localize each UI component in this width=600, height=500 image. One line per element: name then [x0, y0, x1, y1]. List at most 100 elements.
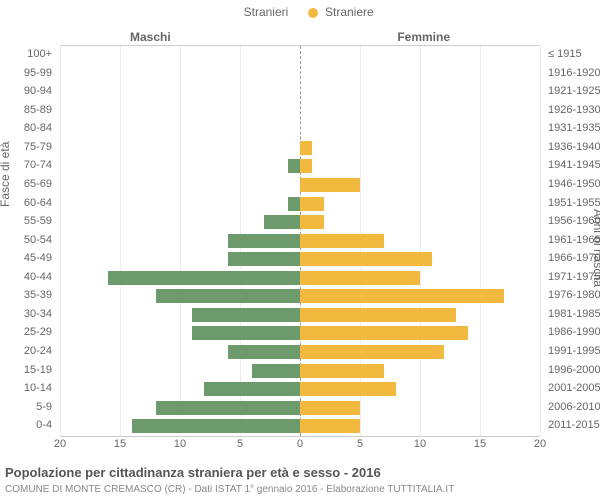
age-label: 70-74 — [2, 159, 52, 171]
birth-label: 1931-1935 — [548, 122, 600, 134]
pyramid-row: 45-491966-1970 — [60, 250, 540, 269]
male-bar — [264, 215, 300, 229]
female-half: 1931-1935 — [300, 120, 540, 139]
female-bar — [300, 271, 420, 285]
birth-label: 1926-1930 — [548, 104, 600, 116]
legend: Stranieri Straniere — [0, 5, 600, 19]
x-tick: 5 — [357, 438, 363, 450]
birth-label: 1991-1995 — [548, 345, 600, 357]
female-half: 1951-1955 — [300, 195, 540, 214]
age-label: 50-54 — [2, 234, 52, 246]
female-bar — [300, 252, 432, 266]
pyramid-row: 5-92006-2010 — [60, 399, 540, 418]
male-half: 55-59 — [60, 213, 300, 232]
male-bar — [228, 345, 300, 359]
male-half: 50-54 — [60, 232, 300, 251]
female-half: 1981-1985 — [300, 306, 540, 325]
legend-female-label: Straniere — [325, 5, 374, 19]
female-half: 1921-1925 — [300, 83, 540, 102]
age-label: 10-14 — [2, 382, 52, 394]
chart-subtitle: COMUNE DI MONTE CREMASCO (CR) - Dati IST… — [5, 484, 454, 495]
female-bar — [300, 289, 504, 303]
female-half: 2001-2005 — [300, 380, 540, 399]
pyramid-row: 10-142001-2005 — [60, 380, 540, 399]
male-bar — [156, 401, 300, 415]
pyramid-row: 20-241991-1995 — [60, 343, 540, 362]
male-bar — [132, 419, 300, 433]
age-label: 60-64 — [2, 197, 52, 209]
age-label: 0-4 — [2, 419, 52, 431]
female-bar — [300, 141, 312, 155]
male-bar — [192, 308, 300, 322]
birth-label: 1981-1985 — [548, 308, 600, 320]
female-bar — [300, 382, 396, 396]
female-half: 1956-1960 — [300, 213, 540, 232]
female-half: 1926-1930 — [300, 102, 540, 121]
birth-label: ≤ 1915 — [548, 48, 582, 60]
age-label: 40-44 — [2, 271, 52, 283]
male-half: 60-64 — [60, 195, 300, 214]
pyramid-row: 0-42011-2015 — [60, 417, 540, 436]
male-half: 20-24 — [60, 343, 300, 362]
pyramid-row: 100+≤ 1915 — [60, 46, 540, 65]
pyramid-row: 65-691946-1950 — [60, 176, 540, 195]
female-half: 1936-1940 — [300, 139, 540, 158]
plot-area: 201510505101520100+≤ 191595-991916-19209… — [60, 45, 540, 437]
column-header-male: Maschi — [130, 30, 171, 44]
female-half: 1991-1995 — [300, 343, 540, 362]
age-label: 65-69 — [2, 178, 52, 190]
male-bar — [288, 159, 300, 173]
male-bar — [192, 326, 300, 340]
female-half: 1986-1990 — [300, 324, 540, 343]
legend-male: Stranieri — [226, 5, 288, 19]
birth-label: 1951-1955 — [548, 197, 600, 209]
column-header-female: Femmine — [397, 30, 450, 44]
birth-label: 1971-1975 — [548, 271, 600, 283]
male-half: 80-84 — [60, 120, 300, 139]
age-label: 100+ — [2, 48, 52, 60]
birth-label: 1996-2000 — [548, 364, 600, 376]
male-half: 15-19 — [60, 362, 300, 381]
female-bar — [300, 308, 456, 322]
age-label: 95-99 — [2, 67, 52, 79]
birth-label: 1976-1980 — [548, 289, 600, 301]
female-half: 1946-1950 — [300, 176, 540, 195]
age-label: 25-29 — [2, 326, 52, 338]
female-bar — [300, 401, 360, 415]
birth-label: 1956-1960 — [548, 215, 600, 227]
legend-female: Straniere — [308, 5, 374, 19]
male-half: 5-9 — [60, 399, 300, 418]
female-half: 2006-2010 — [300, 399, 540, 418]
pyramid-row: 40-441971-1975 — [60, 269, 540, 288]
x-tick: 15 — [114, 438, 126, 450]
age-label: 85-89 — [2, 104, 52, 116]
pyramid-row: 55-591956-1960 — [60, 213, 540, 232]
male-bar — [156, 289, 300, 303]
age-label: 90-94 — [2, 85, 52, 97]
grid-line — [540, 46, 541, 436]
male-bar — [204, 382, 300, 396]
male-half: 25-29 — [60, 324, 300, 343]
pyramid-row: 90-941921-1925 — [60, 83, 540, 102]
birth-label: 1966-1970 — [548, 252, 600, 264]
birth-label: 2011-2015 — [548, 419, 600, 431]
male-half: 75-79 — [60, 139, 300, 158]
legend-male-dot — [226, 8, 236, 18]
legend-male-label: Stranieri — [244, 5, 289, 19]
birth-label: 1916-1920 — [548, 67, 600, 79]
female-bar — [300, 178, 360, 192]
male-bar — [288, 197, 300, 211]
age-label: 30-34 — [2, 308, 52, 320]
age-label: 75-79 — [2, 141, 52, 153]
x-tick: 0 — [297, 438, 303, 450]
male-bar — [252, 364, 300, 378]
male-half: 45-49 — [60, 250, 300, 269]
age-label: 5-9 — [2, 401, 52, 413]
chart-title: Popolazione per cittadinanza straniera p… — [5, 465, 381, 480]
female-half: 1966-1970 — [300, 250, 540, 269]
pyramid-row: 95-991916-1920 — [60, 65, 540, 84]
x-tick: 20 — [54, 438, 66, 450]
female-half: 1961-1965 — [300, 232, 540, 251]
pyramid-row: 80-841931-1935 — [60, 120, 540, 139]
female-bar — [300, 364, 384, 378]
